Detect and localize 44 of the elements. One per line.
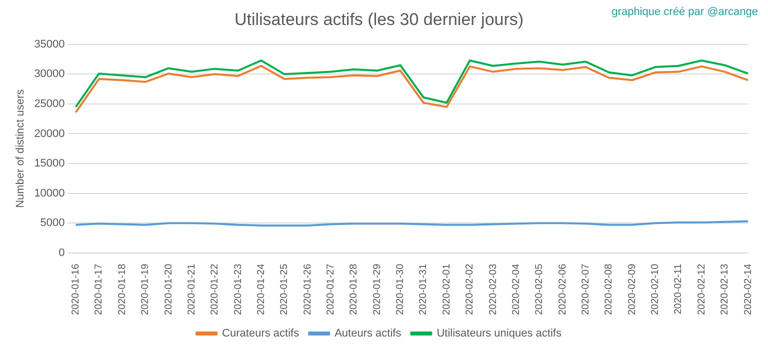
x-tick-label: 2020-01-18 xyxy=(116,263,128,316)
legend-label: Curateurs actifs xyxy=(222,328,300,340)
x-tick-label: 2020-01-20 xyxy=(163,263,174,316)
x-tick-label: 2020-02-04 xyxy=(510,263,522,316)
x-tick-label: 2020-01-22 xyxy=(210,263,221,316)
x-tick-label: 2020-01-28 xyxy=(348,263,360,316)
x-tick-label: 2020-02-10 xyxy=(650,263,662,316)
x-tick-label: 2020-01-26 xyxy=(302,263,314,316)
x-tick-label: 2020-01-29 xyxy=(372,263,383,316)
y-tick-label: 15000 xyxy=(34,158,65,170)
x-tick-label: 2020-02-01 xyxy=(441,263,452,316)
x-tick-label: 2020-02-03 xyxy=(488,263,499,316)
x-tick-label: 2020-02-07 xyxy=(580,263,592,316)
x-tick-label: 2020-02-13 xyxy=(720,263,731,316)
chart-title: Utilisateurs actifs (les 30 dernier jours) xyxy=(234,10,524,29)
y-tick-label: 20000 xyxy=(34,128,65,140)
x-tick-label: 2020-02-14 xyxy=(742,263,754,316)
y-tick-label: 0 xyxy=(58,246,65,259)
x-tick-label: 2020-01-17 xyxy=(94,263,105,316)
x-tick-label: 2020-01-19 xyxy=(140,263,152,316)
y-tick-label: 10000 xyxy=(34,187,65,200)
text: graphique créé par @arcange xyxy=(612,6,758,18)
x-tick-label: 2020-01-16 xyxy=(70,263,82,316)
x-tick-label: 2020-01-27 xyxy=(326,263,337,316)
x-tick-label: 2020-02-02 xyxy=(464,263,476,316)
x-tick-label: 2020-01-24 xyxy=(256,263,267,316)
x-tick-label: 2020-02-06 xyxy=(557,263,568,316)
x-tick-label: 2020-01-25 xyxy=(279,263,290,316)
y-axis-title: Number of distinct users xyxy=(14,88,27,208)
x-tick-label: 2020-02-12 xyxy=(696,263,708,316)
y-tick-label: 35000 xyxy=(34,38,65,50)
legend-label: Auteurs actifs xyxy=(334,328,402,340)
x-tick-label: 2020-02-09 xyxy=(626,263,638,316)
x-tick-label: 2020-02-11 xyxy=(673,263,684,314)
x-tick-label: 2020-01-21 xyxy=(186,263,198,316)
y-tick-label: 5000 xyxy=(40,217,65,230)
x-tick-label: 2020-02-05 xyxy=(534,263,546,316)
x-tick-label: 2020-02-08 xyxy=(604,263,615,316)
x-tick-label: 2020-01-30 xyxy=(395,263,406,316)
y-tick-label: 25000 xyxy=(34,98,65,110)
x-tick-label: 2020-01-23 xyxy=(232,263,244,316)
x-tick-label: 2020-01-31 xyxy=(418,263,430,316)
y-tick-label: 30000 xyxy=(34,68,65,80)
legend-label: Utilisateurs uniques actifs xyxy=(436,328,562,340)
